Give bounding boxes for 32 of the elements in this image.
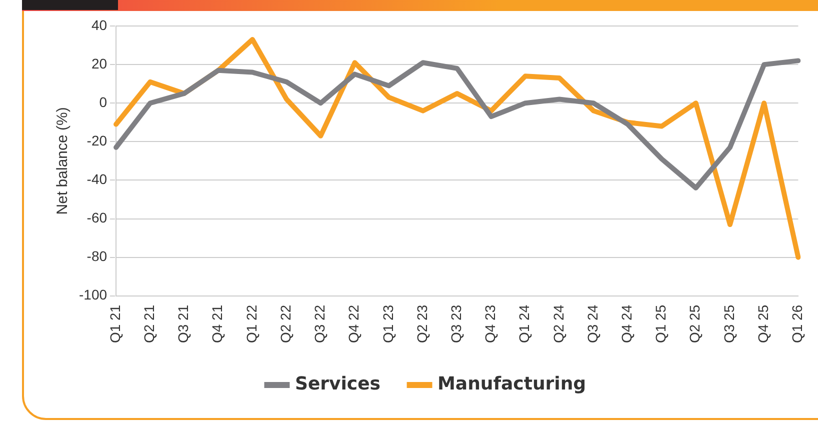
y-tick-label: 0 <box>99 94 108 110</box>
y-tick-label: 20 <box>91 55 108 72</box>
x-tick-label: Q3 23 <box>448 304 464 344</box>
x-tick-label: Q1 24 <box>516 304 532 344</box>
y-tick-label: -20 <box>86 132 108 149</box>
y-tick-label: 40 <box>91 16 108 33</box>
x-tick-label: Q4 22 <box>346 304 362 344</box>
y-tick-label: -40 <box>86 171 108 188</box>
x-tick-label: Q4 23 <box>482 304 498 344</box>
legend-label: Services <box>294 374 381 395</box>
y-tick-label: -80 <box>86 248 108 264</box>
x-tick-label: Q2 22 <box>277 304 294 344</box>
x-tick-label: Q1 26 <box>789 304 806 344</box>
y-tick-label: -60 <box>86 210 108 226</box>
y-tick-label: -100 <box>78 286 108 303</box>
x-tick-label: Q2 24 <box>550 304 566 344</box>
x-tick-label: Q1 21 <box>106 304 123 344</box>
x-tick-label: Q3 22 <box>312 304 328 344</box>
x-tick-label: Q3 21 <box>175 304 192 344</box>
x-tick-label: Q2 21 <box>140 304 157 344</box>
x-tick-label: Q2 25 <box>686 304 703 344</box>
x-tick-label: Q1 25 <box>652 304 669 344</box>
x-tick-label: Q4 25 <box>754 304 771 344</box>
x-tick-label: Q1 22 <box>243 304 260 344</box>
x-tick-label: Q3 25 <box>720 304 737 344</box>
x-tick-label: Q1 23 <box>380 304 396 344</box>
x-tick-label: Q4 24 <box>618 304 635 344</box>
x-tick-label: Q3 24 <box>584 304 600 344</box>
y-axis-title: Net balance (%) <box>54 107 72 215</box>
x-tick-label: Q4 21 <box>209 304 226 344</box>
legend-label: Manufacturing <box>438 374 586 395</box>
x-tick-label: Q2 23 <box>414 304 430 344</box>
